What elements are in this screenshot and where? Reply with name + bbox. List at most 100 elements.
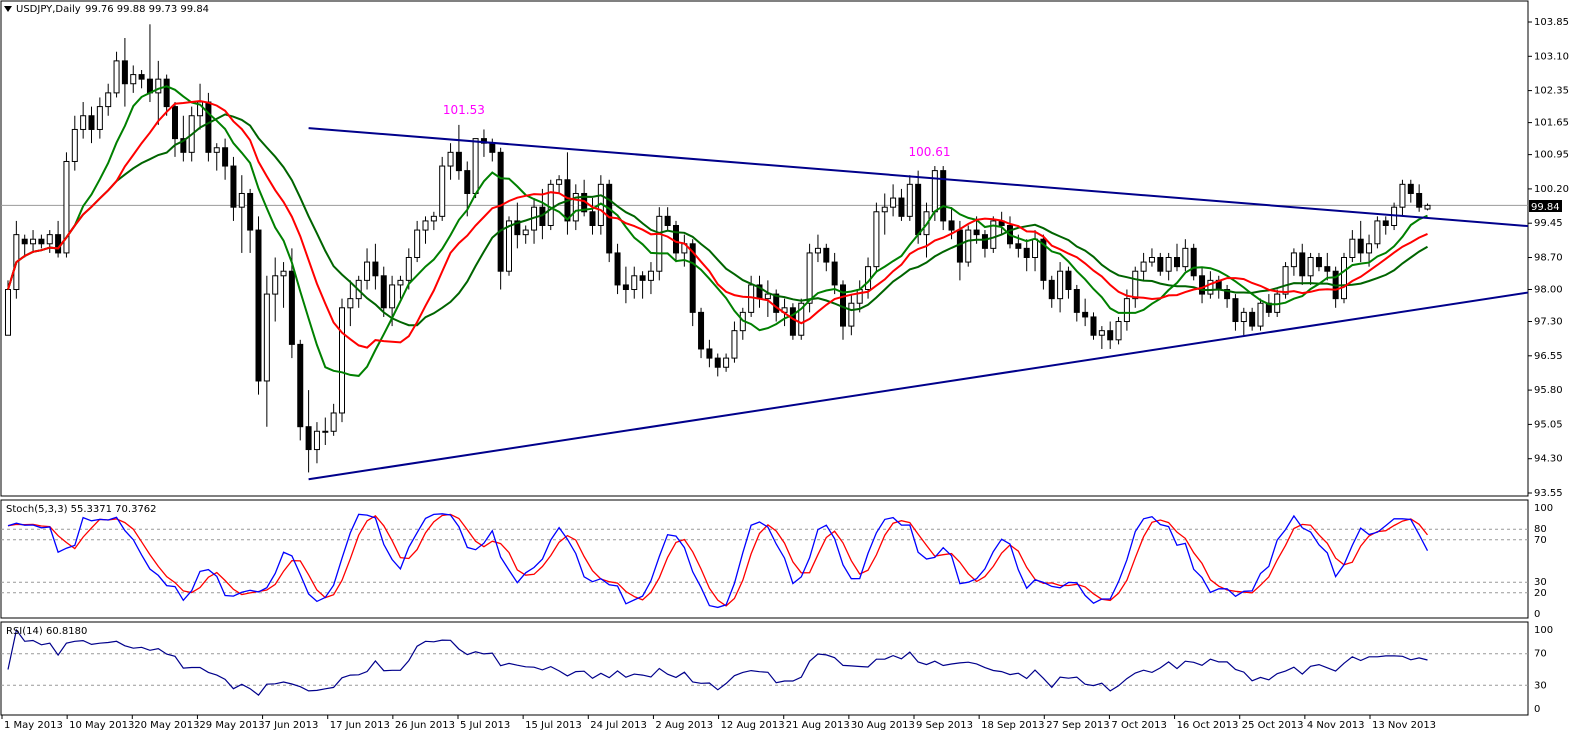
candle-body [1048, 279, 1055, 300]
candle-body [339, 307, 345, 414]
candle-body [1416, 192, 1423, 208]
candle-body [890, 197, 897, 208]
candle-body [205, 101, 212, 153]
candle-body [497, 151, 504, 272]
candle-body [631, 275, 638, 291]
price-axis-label: 102.35 [1534, 86, 1569, 97]
candle-body [163, 78, 170, 108]
rsi-panel-frame [0, 621, 1529, 716]
rsi-axis-label: 100 [1534, 625, 1553, 636]
candle-body [1257, 302, 1264, 327]
candle-body [464, 170, 471, 194]
candle-body [439, 165, 446, 217]
candle-body [1057, 270, 1064, 300]
date-axis-label: 13 Nov 2013 [1372, 720, 1436, 731]
candle-body [915, 183, 922, 236]
candle-body [422, 220, 429, 231]
candle-body [263, 293, 270, 382]
trendline [308, 127, 1529, 228]
candle-body [5, 289, 11, 336]
candle-body [347, 298, 354, 309]
candle-body [698, 311, 705, 350]
candle-body [1032, 238, 1039, 259]
candle-body [21, 238, 28, 245]
date-axis-label: 29 May 2013 [199, 720, 264, 731]
price-axis-label: 103.10 [1534, 51, 1569, 62]
candle-body [622, 284, 629, 291]
price-axis-label: 94.30 [1534, 454, 1563, 465]
date-axis-label: 18 Sep 2013 [981, 720, 1044, 731]
ma-fast-line [7, 99, 1428, 349]
date-axis-label: 2 Aug 2013 [655, 720, 713, 731]
candle-body [706, 348, 713, 359]
candle-body [656, 215, 663, 272]
date-axis-label: 27 Sep 2013 [1046, 720, 1109, 731]
candle-body [46, 234, 53, 245]
candle-body [572, 192, 579, 222]
price-axis-label: 93.55 [1534, 488, 1563, 499]
price-axis-label: 100.20 [1534, 184, 1569, 195]
candle-body [748, 284, 755, 313]
candle-body [1140, 261, 1147, 272]
candle-body [1290, 252, 1297, 268]
candle-body [1073, 289, 1080, 313]
ma-mid-line [7, 85, 1428, 377]
candle-body [664, 215, 671, 226]
date-axis-label: 30 Aug 2013 [851, 720, 915, 731]
candle-body [789, 307, 796, 336]
price-axis-label: 100.95 [1534, 150, 1569, 161]
candle-body [397, 279, 404, 286]
price-axis-label: 98.00 [1534, 285, 1563, 296]
date-axis-label: 17 Jun 2013 [330, 720, 390, 731]
stoch-signal-line [7, 513, 1429, 607]
candle-body [1324, 266, 1331, 272]
date-axis-label: 5 Jul 2013 [460, 720, 510, 731]
candle-body [55, 234, 62, 254]
candle-body [689, 243, 696, 313]
candle-body [288, 270, 295, 345]
candle-body [121, 60, 128, 85]
chart-title: USDJPY,Daily [16, 4, 81, 15]
candle-body [1098, 330, 1105, 336]
candle-body [956, 229, 963, 263]
date-axis-label: 25 Oct 2013 [1242, 720, 1304, 731]
candle-body [172, 106, 178, 140]
candle-body [63, 160, 70, 254]
candle-body [372, 261, 379, 277]
price-axis-label: 98.70 [1534, 253, 1563, 264]
candle-body [856, 289, 863, 304]
candle-body [1299, 252, 1306, 277]
candle-body [1307, 257, 1314, 277]
candle-body [322, 430, 329, 433]
candle-body [96, 106, 103, 130]
price-axis-label: 103.85 [1534, 17, 1569, 28]
date-axis-label: 16 Oct 2013 [1177, 720, 1239, 731]
candle-body [430, 215, 437, 222]
candle-body [514, 220, 521, 236]
main-panel-frame [0, 0, 1529, 497]
candle-body [1182, 247, 1189, 268]
triangle-down-icon[interactable] [4, 6, 12, 12]
candle-body [1090, 316, 1097, 336]
candle-body [556, 179, 563, 185]
candle-body [831, 261, 838, 286]
candle-body [773, 293, 780, 313]
candle-body [606, 183, 613, 254]
axes: 103.85 103.10 102.35 101.65 100.95 100.20 99.4… [1, 17, 1569, 731]
candle-body [146, 78, 153, 94]
date-axis-label: 4 Nov 2013 [1307, 720, 1365, 731]
candle-body [948, 220, 955, 231]
stoch-axis-label: 80 [1534, 524, 1547, 535]
price-axis-label: 101.65 [1534, 118, 1569, 129]
price-axis-label: 99.45 [1534, 218, 1563, 229]
candle-body [105, 92, 112, 108]
candle-body [113, 60, 120, 94]
candle-body [1232, 298, 1239, 323]
candle-body [639, 275, 646, 281]
candle-body [723, 357, 730, 368]
ohlc-readout: 99.76 99.88 99.73 99.84 [85, 4, 209, 15]
stoch-axis-label: 100 [1534, 503, 1553, 514]
candle-body [30, 238, 37, 245]
candle-body [814, 247, 821, 254]
